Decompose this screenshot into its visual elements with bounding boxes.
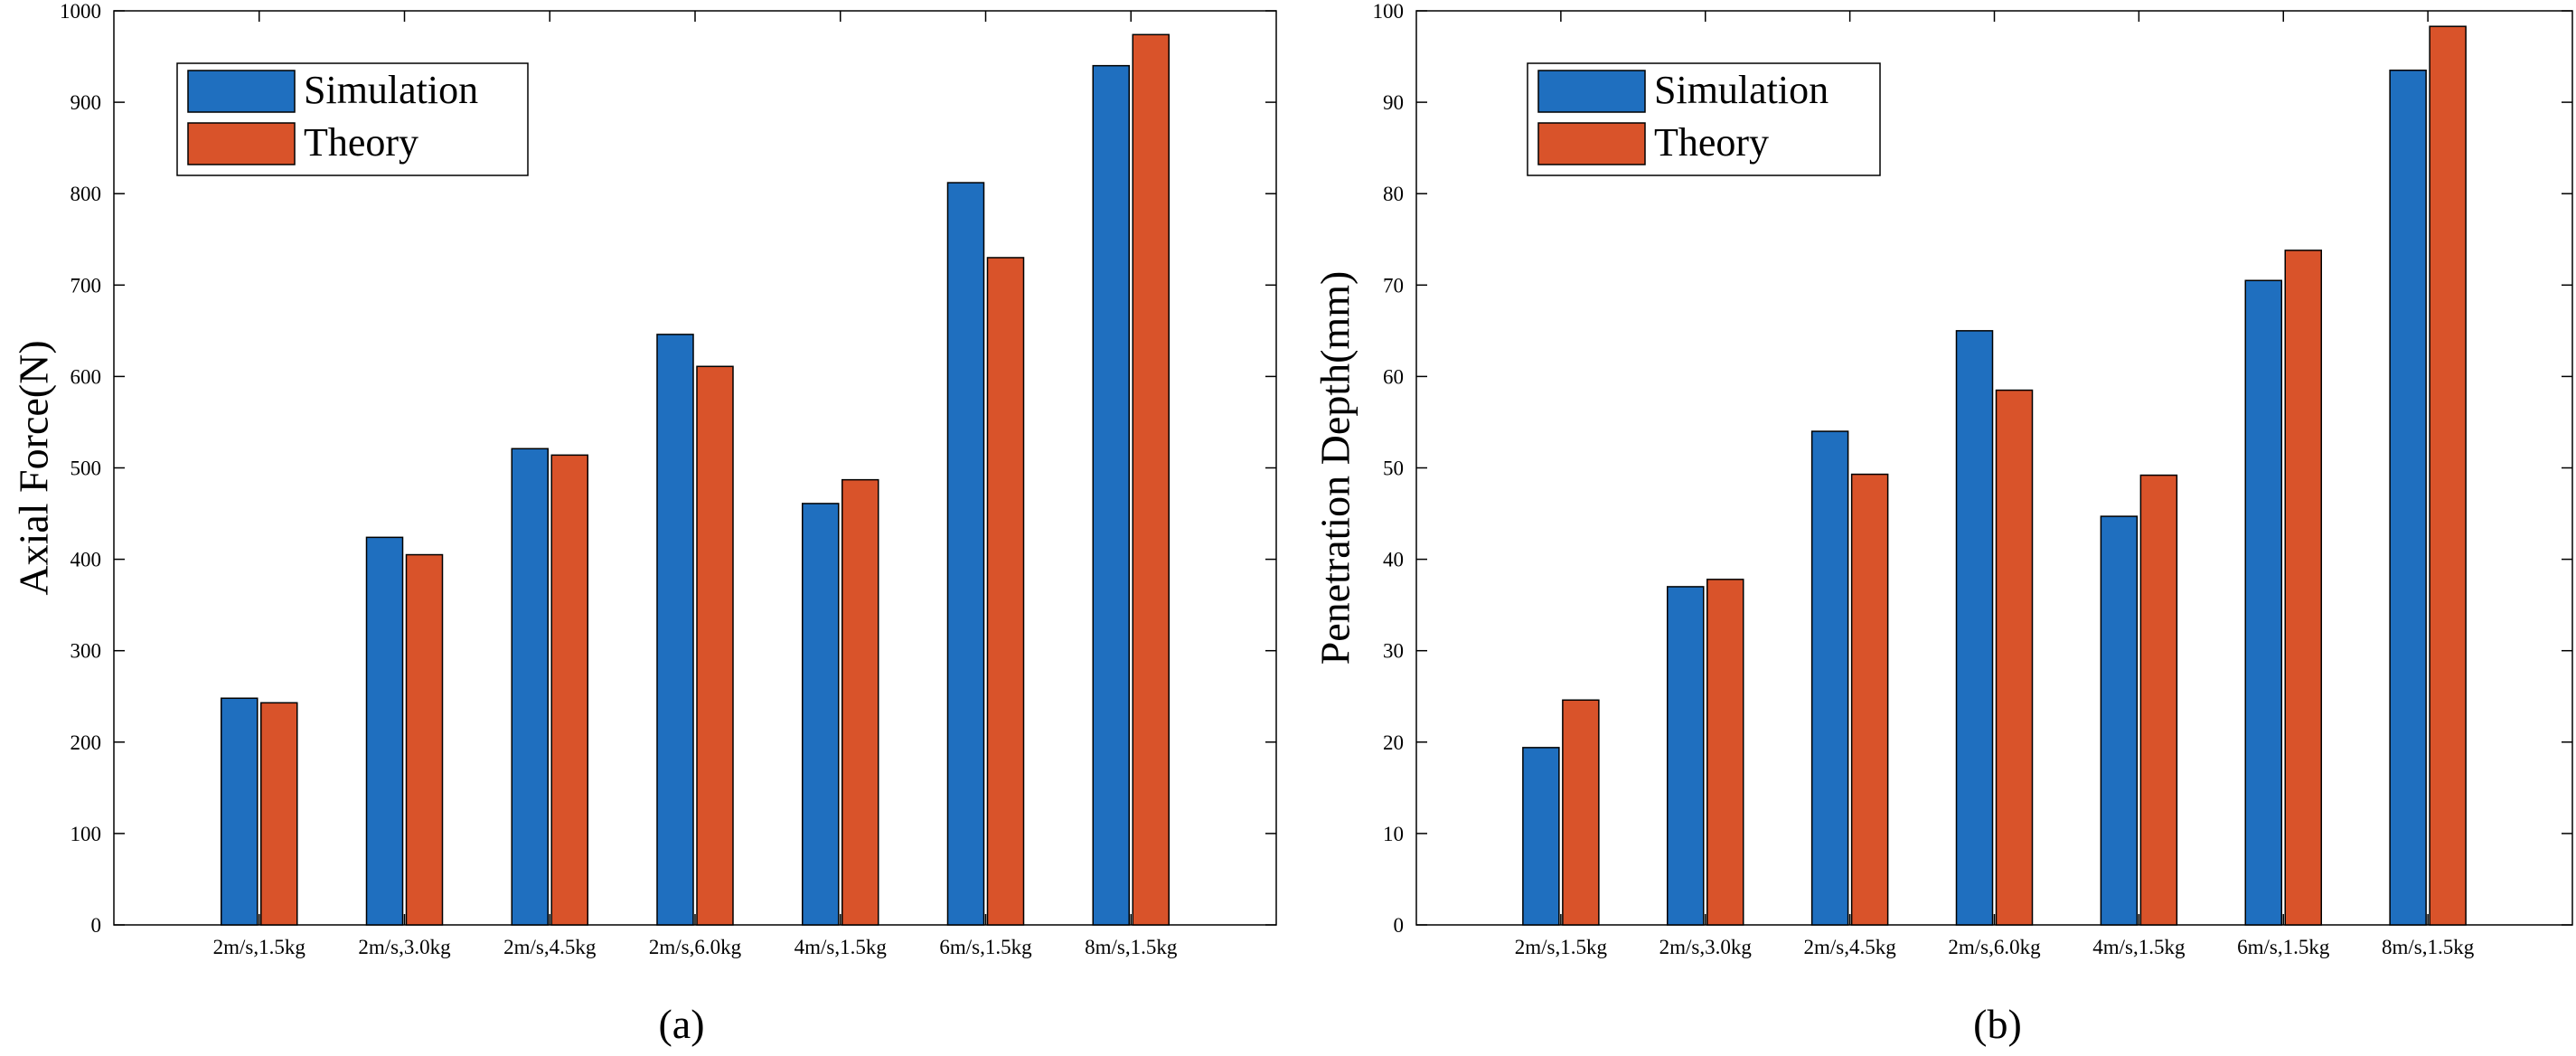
bar-simulation-0 bbox=[1522, 747, 1560, 926]
bar-theory-6 bbox=[1132, 33, 1170, 926]
x-tick-label: 2m/s,1.5kg bbox=[213, 936, 306, 958]
x-tick-label: 2m/s,4.5kg bbox=[503, 936, 597, 958]
y-tick-label: 20 bbox=[1383, 731, 1404, 754]
legend-swatch-simulation bbox=[187, 70, 296, 113]
bar-simulation-0 bbox=[221, 697, 259, 926]
x-tick-label: 6m/s,1.5kg bbox=[2237, 936, 2330, 958]
bar-simulation-3 bbox=[1955, 330, 1994, 926]
y-tick-label: 300 bbox=[71, 640, 102, 663]
bar-theory-1 bbox=[405, 553, 444, 926]
y-tick-label: 600 bbox=[71, 365, 102, 388]
bar-theory-3 bbox=[1995, 389, 2034, 926]
y-tick-label: 100 bbox=[1373, 0, 1405, 23]
bar-theory-6 bbox=[2429, 25, 2467, 926]
y-tick-label: 0 bbox=[91, 914, 102, 937]
y-axis-label: Axial Force(N) bbox=[11, 340, 57, 595]
legend: Simulation Theory bbox=[176, 62, 529, 176]
x-tick-label: 6m/s,1.5kg bbox=[939, 936, 1032, 958]
y-tick-label: 50 bbox=[1383, 457, 1404, 480]
x-tick-label: 2m/s,1.5kg bbox=[1515, 936, 1608, 958]
x-tick-label: 2m/s,3.0kg bbox=[1659, 936, 1753, 958]
legend-label-simulation: Simulation bbox=[304, 68, 478, 112]
bar-theory-0 bbox=[260, 702, 298, 926]
legend-label-theory: Theory bbox=[304, 120, 418, 165]
bar-theory-3 bbox=[696, 365, 734, 926]
bar-simulation-6 bbox=[1092, 64, 1130, 926]
y-tick-label: 200 bbox=[71, 731, 102, 754]
x-tick-label: 4m/s,1.5kg bbox=[2092, 936, 2186, 958]
y-tick-label: 80 bbox=[1383, 183, 1404, 205]
y-tick-label: 10 bbox=[1383, 823, 1404, 845]
y-tick-label: 800 bbox=[71, 183, 102, 205]
y-tick-label: 1000 bbox=[60, 0, 101, 23]
bar-theory-4 bbox=[2139, 474, 2178, 926]
bar-simulation-1 bbox=[365, 536, 404, 926]
x-tick-label: 2m/s,6.0kg bbox=[1948, 936, 2041, 958]
y-tick-label: 90 bbox=[1383, 91, 1404, 114]
bar-simulation-4 bbox=[2100, 515, 2139, 926]
bar-simulation-3 bbox=[656, 334, 694, 926]
bar-simulation-2 bbox=[1810, 430, 1849, 926]
x-tick-label: 8m/s,1.5kg bbox=[2382, 936, 2475, 958]
bar-simulation-5 bbox=[946, 182, 985, 926]
y-tick-label: 60 bbox=[1383, 365, 1404, 388]
legend-label-simulation: Simulation bbox=[1654, 68, 1829, 112]
panel-caption: (a) bbox=[658, 1001, 704, 1047]
x-tick-label: 2m/s,4.5kg bbox=[1804, 936, 1897, 958]
bar-simulation-4 bbox=[802, 503, 840, 926]
bar-theory-2 bbox=[550, 454, 588, 926]
y-tick-label: 500 bbox=[71, 457, 102, 480]
panel-b-penetration-depth: 0 10 20 30 40 50 60 70 80 90 100 2m/s,1.5kg 2m/s,3.0… bbox=[1312, 0, 2573, 1047]
bar-simulation-5 bbox=[2244, 279, 2282, 926]
y-tick-label: 70 bbox=[1383, 274, 1404, 297]
x-tick-label: 4m/s,1.5kg bbox=[794, 936, 888, 958]
legend-label-theory: Theory bbox=[1654, 120, 1769, 165]
x-tick-label: 8m/s,1.5kg bbox=[1085, 936, 1178, 958]
panel-a-axial-force: 0 100 200 300 400 500 600 700 800 900 1000 2m/s,1.5… bbox=[11, 0, 1277, 1047]
bar-theory-0 bbox=[1562, 699, 1600, 926]
y-tick-label: 400 bbox=[71, 549, 102, 571]
bar-theory-5 bbox=[2284, 250, 2322, 926]
y-tick-label: 700 bbox=[71, 274, 102, 297]
legend-swatch-simulation bbox=[1537, 70, 1646, 113]
bar-simulation-1 bbox=[1667, 586, 1705, 926]
legend-swatch-theory bbox=[1537, 122, 1646, 165]
legend-swatch-theory bbox=[187, 122, 296, 165]
legend: Simulation Theory bbox=[1527, 62, 1881, 176]
bar-theory-4 bbox=[841, 478, 879, 926]
y-tick-label: 0 bbox=[1394, 914, 1405, 937]
y-tick-label: 100 bbox=[71, 823, 102, 845]
y-tick-label: 40 bbox=[1383, 549, 1404, 571]
x-tick-label: 2m/s,3.0kg bbox=[358, 936, 451, 958]
bar-theory-5 bbox=[986, 257, 1025, 926]
panel-caption: (b) bbox=[1973, 1001, 2022, 1047]
bar-theory-2 bbox=[1850, 473, 1889, 926]
x-tick-label: 2m/s,6.0kg bbox=[649, 936, 742, 958]
y-axis-label: Penetration Depth(mm) bbox=[1312, 271, 1359, 665]
bar-simulation-6 bbox=[2389, 69, 2427, 926]
y-tick-label: 30 bbox=[1383, 640, 1404, 663]
bar-theory-1 bbox=[1706, 579, 1744, 926]
y-tick-label: 900 bbox=[71, 91, 102, 114]
bar-simulation-2 bbox=[511, 448, 549, 926]
